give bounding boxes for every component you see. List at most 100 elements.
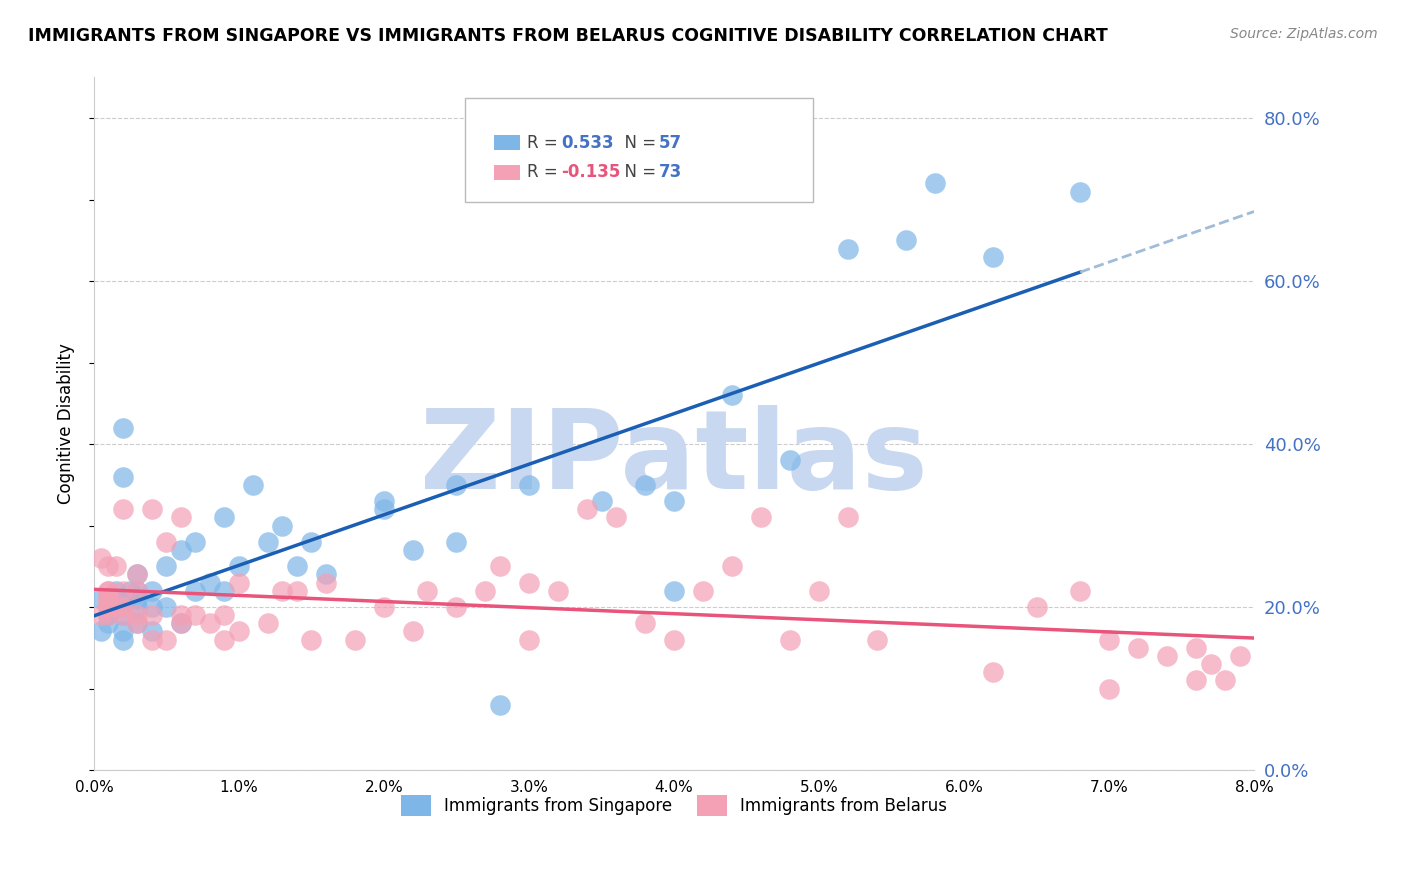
Point [170, 510, 193, 524]
Point [214, 608, 236, 623]
Point [141, 608, 163, 623]
Point [416, 583, 439, 598]
Point [1069, 583, 1091, 598]
Point [90, 624, 112, 639]
Point [242, 478, 264, 492]
Text: -0.135: -0.135 [561, 163, 621, 181]
Point [198, 575, 221, 590]
Point [97, 591, 120, 606]
Point [474, 583, 496, 598]
Point [97, 583, 120, 598]
Text: Source: ZipAtlas.com: Source: ZipAtlas.com [1230, 27, 1378, 41]
Legend: Immigrants from Singapore, Immigrants from Belarus: Immigrants from Singapore, Immigrants fr… [392, 787, 956, 824]
Point [97, 583, 120, 598]
Point [1213, 673, 1236, 688]
Point [111, 608, 134, 623]
Point [489, 698, 512, 712]
Point [97, 591, 120, 606]
Point [315, 567, 337, 582]
Point [111, 591, 134, 606]
Point [301, 534, 323, 549]
Point [111, 583, 134, 598]
Point [111, 502, 134, 516]
Point [127, 567, 149, 582]
Point [170, 616, 193, 631]
Point [662, 494, 685, 508]
Point [104, 559, 127, 574]
Point [104, 600, 127, 615]
Point [721, 388, 744, 402]
Point [285, 559, 308, 574]
Point [97, 600, 120, 615]
Point [1185, 640, 1208, 655]
Point [141, 624, 163, 639]
Point [446, 478, 468, 492]
Text: R =: R = [527, 163, 562, 181]
Text: 73: 73 [659, 163, 682, 181]
Point [184, 583, 207, 598]
FancyBboxPatch shape [465, 98, 813, 202]
Point [343, 632, 366, 647]
Point [120, 583, 142, 598]
Point [170, 616, 193, 631]
Point [184, 534, 207, 549]
Point [228, 575, 250, 590]
Point [517, 478, 540, 492]
Point [721, 559, 744, 574]
Point [111, 632, 134, 647]
Point [837, 242, 859, 256]
Point [575, 502, 598, 516]
Point [214, 632, 236, 647]
Point [402, 543, 425, 558]
Point [662, 632, 685, 647]
Point [97, 608, 120, 623]
Point [228, 559, 250, 574]
Y-axis label: Cognitive Disability: Cognitive Disability [58, 343, 75, 504]
Point [1098, 681, 1121, 696]
Text: ZIPatlas: ZIPatlas [420, 405, 928, 512]
Point [285, 583, 308, 598]
Point [779, 632, 801, 647]
Point [155, 600, 177, 615]
Point [779, 453, 801, 467]
Point [127, 591, 149, 606]
Point [981, 665, 1004, 680]
Point [837, 510, 859, 524]
Point [446, 534, 468, 549]
Text: N =: N = [613, 163, 661, 181]
Point [547, 583, 569, 598]
Point [127, 583, 149, 598]
Point [198, 616, 221, 631]
Point [90, 591, 112, 606]
Point [517, 575, 540, 590]
Point [228, 624, 250, 639]
Point [127, 608, 149, 623]
Point [127, 600, 149, 615]
Point [517, 632, 540, 647]
Point [141, 632, 163, 647]
Point [1199, 657, 1222, 671]
Point [808, 583, 831, 598]
Point [924, 177, 946, 191]
Text: R =: R = [527, 134, 562, 152]
Bar [494, 165, 520, 180]
Point [373, 600, 395, 615]
Point [127, 567, 149, 582]
Point [662, 583, 685, 598]
Point [104, 600, 127, 615]
Point [97, 600, 120, 615]
Point [111, 600, 134, 615]
Point [127, 616, 149, 631]
Point [402, 624, 425, 639]
Text: 0.533: 0.533 [561, 134, 614, 152]
Point [749, 510, 772, 524]
Point [1229, 648, 1251, 663]
Point [373, 502, 395, 516]
Point [155, 632, 177, 647]
Point [170, 608, 193, 623]
Point [155, 559, 177, 574]
Point [141, 583, 163, 598]
Point [111, 624, 134, 639]
Point [184, 608, 207, 623]
Point [373, 494, 395, 508]
